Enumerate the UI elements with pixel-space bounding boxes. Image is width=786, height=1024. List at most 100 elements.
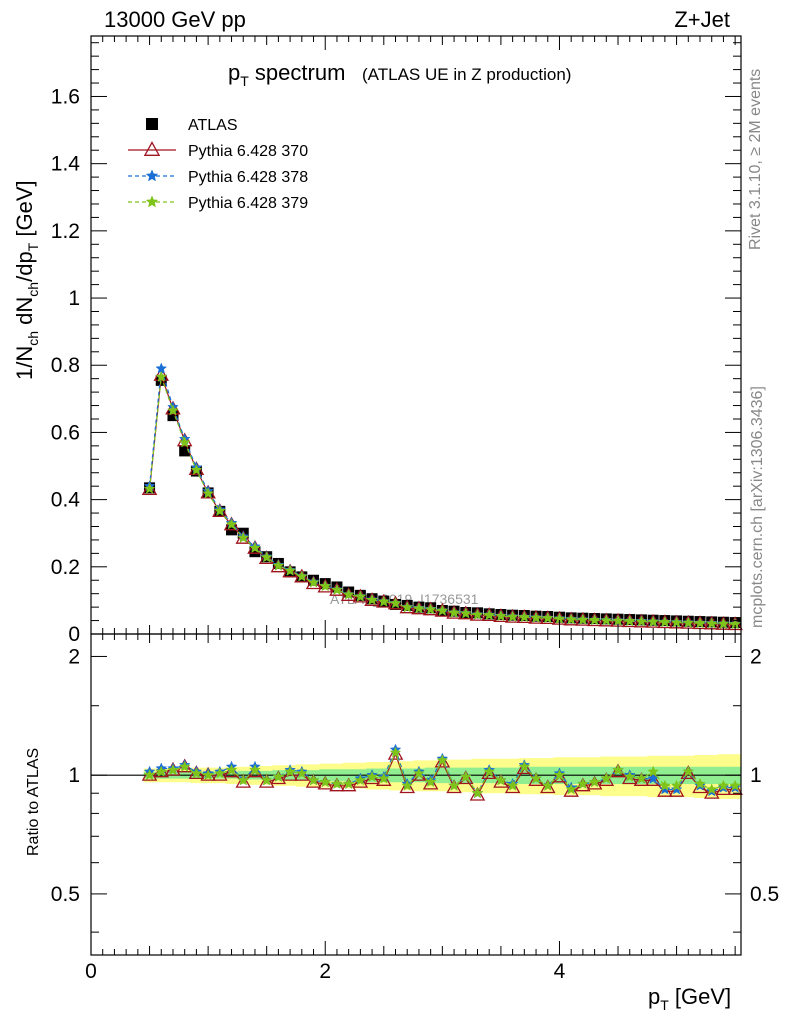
ratio-point: [401, 779, 414, 791]
series-point: [178, 436, 191, 448]
ratio-point: [307, 774, 320, 786]
header-left: 13000 GeV pp: [104, 7, 246, 32]
ratio-point: [213, 767, 226, 779]
ratio-point: [516, 760, 533, 775]
ratio-point: [647, 765, 660, 777]
legend-marker: [145, 195, 159, 208]
series-point: [377, 595, 390, 607]
main-y-tick-label: 0.4: [51, 489, 81, 512]
ratio-point: [612, 763, 624, 776]
ratio-point: [635, 772, 648, 784]
series-point: [682, 616, 695, 628]
series-point: [448, 606, 460, 618]
ratio-point: [413, 767, 425, 779]
ratio-y-tick-label-right: 0.5: [750, 883, 779, 906]
ratio-point: [237, 774, 250, 786]
series-line: [149, 368, 736, 625]
series-point: [705, 617, 718, 629]
series-line: [149, 376, 736, 625]
legend: ATLAS Pythia 6.428 370 Pythia 6.428 378 Pyt…: [128, 117, 308, 212]
ratio-point: [178, 760, 191, 772]
ratio-point: [167, 763, 179, 776]
ratio-point: [258, 773, 275, 788]
series-point: [565, 613, 578, 625]
ratio-point: [658, 783, 671, 795]
main-y-tick-label: 1.4: [51, 153, 81, 176]
ratio-y-tick-label: 1: [68, 764, 80, 787]
series-point: [295, 570, 308, 582]
ratio-point: [272, 770, 285, 782]
ratio-point: [658, 779, 671, 791]
series-point: [176, 432, 193, 447]
ratio-point: [225, 763, 238, 776]
legend-item-3: Pythia 6.428 379: [128, 195, 308, 212]
legend-item-0: ATLAS: [146, 117, 238, 134]
legend-marker: [143, 141, 161, 156]
ratio-point: [375, 772, 392, 786]
ratio-point: [284, 765, 296, 777]
series-point: [588, 614, 601, 626]
series-point: [694, 617, 706, 629]
ratio-point: [575, 777, 591, 792]
legend-label: ATLAS: [188, 117, 238, 134]
series-line: [149, 375, 736, 626]
series-point: [153, 366, 170, 381]
ratio-point: [551, 768, 568, 783]
series-point: [143, 482, 156, 494]
series-point: [190, 463, 203, 476]
ratio-point: [600, 772, 613, 784]
atlas-point: [179, 445, 191, 457]
series-2: [143, 362, 742, 629]
ratio-point: [340, 777, 357, 792]
series-point: [237, 531, 250, 543]
series-point: [225, 518, 238, 530]
atlas-point: [249, 546, 261, 558]
ratio-point: [504, 779, 521, 794]
legend-label: Pythia 6.428 370: [188, 143, 308, 160]
atlas-point: [167, 410, 179, 422]
ratio-series: [141, 743, 743, 801]
ratio-frame: [90, 633, 742, 956]
ratio-point: [459, 770, 472, 782]
ratio-point: [366, 770, 378, 782]
ratio-point: [645, 772, 661, 786]
xlabel-p: p: [648, 984, 660, 1009]
series-point: [506, 610, 519, 622]
ratio-point: [610, 763, 626, 778]
ratio-point: [670, 783, 683, 795]
xlabel-rest: [GeV]: [669, 984, 731, 1009]
ratio-point: [143, 769, 156, 781]
series-point: [483, 609, 496, 621]
main-y-tick-label: 1.6: [51, 85, 80, 108]
series-point: [202, 487, 214, 499]
main-ylabel-c: /dp: [12, 251, 37, 282]
series-point: [471, 608, 484, 620]
main-y-tick-label: 0.6: [51, 421, 80, 444]
ratio-point: [633, 772, 650, 786]
main-ylabel-ch1: ch: [25, 331, 41, 346]
series-point: [424, 603, 437, 615]
main-ylabel-ch2: ch: [25, 282, 41, 297]
series-point: [518, 611, 531, 623]
ratio-point: [471, 787, 484, 799]
ratio-point: [727, 781, 743, 796]
series-point: [331, 583, 343, 595]
ratio-point: [493, 773, 509, 788]
series-point: [249, 541, 261, 553]
ratio-point: [422, 775, 439, 790]
ratio-y-tick-label: 2: [68, 645, 80, 668]
series-point: [213, 504, 226, 517]
ratio-point: [294, 766, 310, 781]
series-point: [635, 615, 648, 627]
legend-item-1: Pythia 6.428 370: [128, 141, 308, 160]
main-y-tick-label: 0: [68, 623, 80, 646]
ratio-point: [539, 779, 556, 794]
ratio-point: [670, 779, 683, 791]
ratio-point: [329, 777, 345, 792]
ratio-point: [202, 769, 214, 781]
ratio-point: [331, 777, 343, 789]
rivet-label: Rivet 3.1.10, ≥ 2M events: [747, 69, 764, 250]
ratio-point: [319, 776, 332, 788]
ratio-point: [715, 781, 732, 796]
ratio-point: [577, 777, 589, 789]
